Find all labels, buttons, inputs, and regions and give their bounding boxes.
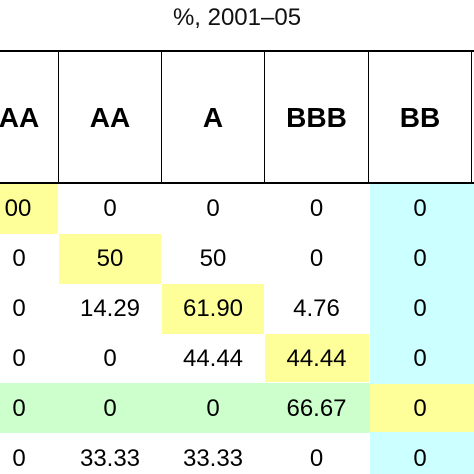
table-cell: 50 bbox=[96, 245, 124, 272]
table-cell: 0 bbox=[12, 245, 26, 272]
table-cell: 0 bbox=[206, 395, 220, 422]
table-cell: 61.90 bbox=[182, 295, 244, 322]
top-border bbox=[0, 50, 474, 52]
table-cell: 0 bbox=[413, 295, 427, 322]
table-cell: 0 bbox=[413, 195, 427, 222]
table-cell: 0 bbox=[206, 195, 220, 222]
table-cell: 0 bbox=[413, 245, 427, 272]
table-cell: 33.33 bbox=[182, 445, 244, 472]
table-cell: 44.44 bbox=[286, 345, 347, 372]
table-cell: 0 bbox=[413, 395, 427, 422]
table-cell: 0 bbox=[103, 195, 117, 222]
table-cell: 0 bbox=[12, 345, 26, 372]
table-cell: 44.44 bbox=[182, 345, 244, 372]
diagonal-highlight-r5 bbox=[370, 384, 474, 432]
header-col-bbb: BBB bbox=[286, 101, 347, 133]
header-col-bb: BB bbox=[399, 101, 441, 133]
column-divider-2 bbox=[161, 50, 162, 184]
table-cell: 0 bbox=[309, 445, 324, 472]
diagonal-highlight-r2 bbox=[59, 234, 161, 284]
table-caption: %, 2001–05 bbox=[172, 4, 302, 31]
table-cell: 0 bbox=[12, 445, 26, 472]
table-cell: 0 bbox=[103, 345, 117, 372]
header-col-aaa: AA bbox=[0, 101, 40, 133]
diagonal-highlight-r1 bbox=[0, 184, 58, 234]
table-cell: 0 bbox=[413, 445, 427, 472]
column-divider-3 bbox=[264, 50, 265, 184]
table-cell: 00 bbox=[4, 195, 32, 222]
header-bottom-border bbox=[0, 182, 474, 184]
table-cell: 50 bbox=[199, 245, 227, 272]
header-col-aa: AA bbox=[89, 101, 131, 133]
table-cell: 0 bbox=[413, 345, 427, 372]
table-cell: 33.33 bbox=[79, 445, 141, 472]
header-col-a: A bbox=[202, 101, 224, 133]
column-divider-5 bbox=[471, 50, 472, 184]
column-divider-4 bbox=[368, 50, 369, 184]
green-row-highlight bbox=[0, 383, 370, 433]
column-divider-1 bbox=[58, 50, 59, 184]
table-cell: 4.76 bbox=[293, 295, 340, 322]
table-cell: 0 bbox=[12, 295, 26, 322]
table-cell: 14.29 bbox=[79, 295, 141, 322]
table-cell: 0 bbox=[12, 395, 26, 422]
table-cell: 0 bbox=[309, 245, 324, 272]
diagonal-highlight-r3 bbox=[162, 284, 264, 334]
table-cell: 0 bbox=[103, 395, 117, 422]
diagonal-highlight-r4 bbox=[265, 334, 369, 382]
table-cell: 0 bbox=[309, 195, 324, 222]
table-cell: 66.67 bbox=[286, 395, 347, 422]
